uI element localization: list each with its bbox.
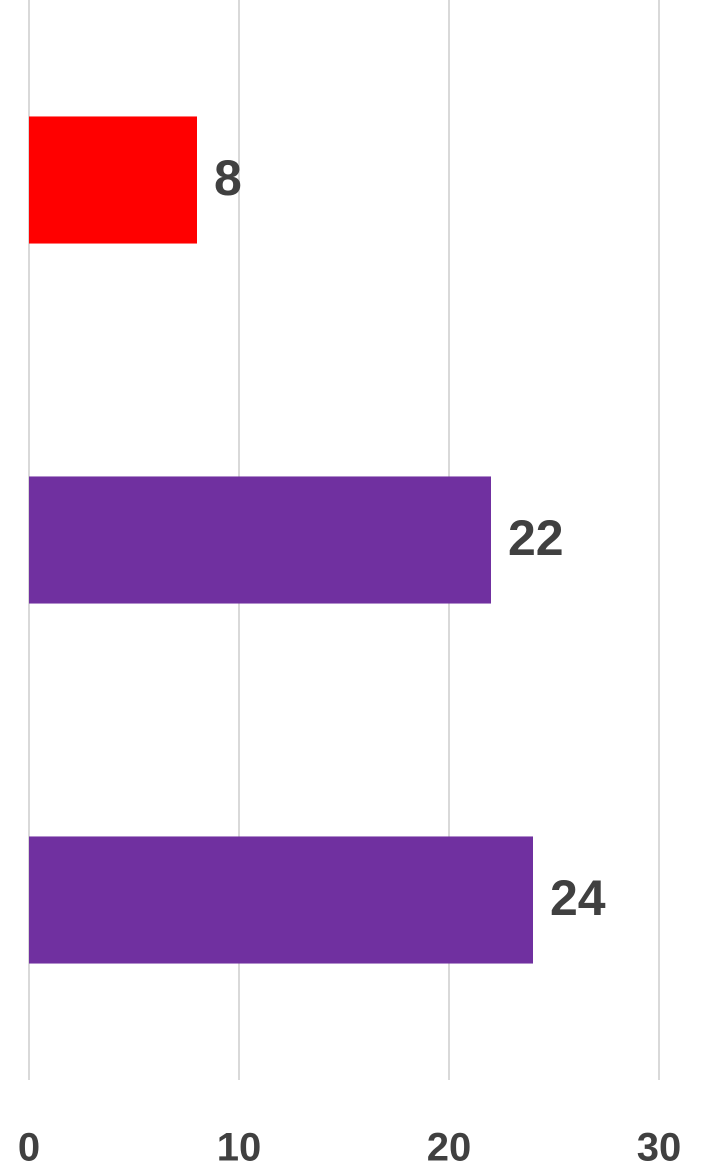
x-tick-label: 0 xyxy=(18,1126,40,1170)
bar xyxy=(29,476,491,604)
data-label: 24 xyxy=(550,870,606,926)
bar xyxy=(29,116,197,244)
x-tick-label: 20 xyxy=(427,1126,472,1170)
data-label: 8 xyxy=(214,150,242,206)
data-label: 22 xyxy=(508,510,564,566)
x-tick-label: 30 xyxy=(637,1126,682,1170)
bar xyxy=(29,836,533,964)
x-tick-label: 10 xyxy=(217,1126,262,1170)
